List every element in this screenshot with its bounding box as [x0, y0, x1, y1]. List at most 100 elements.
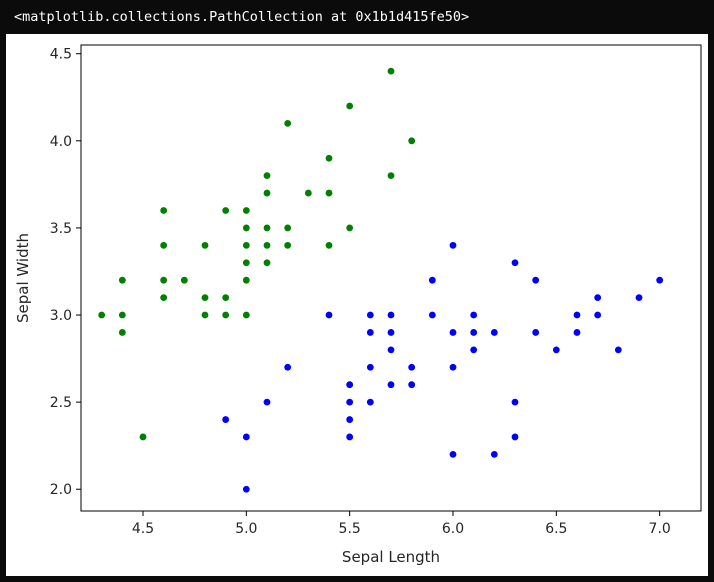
series-1-point-6 [346, 381, 354, 389]
series-0-point-31 [325, 154, 333, 162]
series-1-point-17 [387, 381, 395, 389]
y-tick-label: 3.5 [50, 221, 72, 237]
series-1-point-27 [470, 329, 478, 336]
x-tick-label: 5.5 [339, 521, 361, 537]
series-0-point-2 [118, 311, 126, 319]
series-0-point-25 [263, 241, 271, 249]
series-0-point-7 [160, 276, 168, 284]
series-0-point-6 [160, 241, 168, 249]
axes-layer: 4.5 5.0 5.5 6.0 6.5 7.0 2.0 2.5 3.0 3.5 4.0 4.5 Sepa… [14, 44, 702, 566]
series-1-point-28 [470, 346, 478, 354]
series-0-point-12 [201, 311, 209, 319]
x-axis-title: Sepal Length [342, 548, 440, 566]
series-0-point-15 [222, 311, 230, 319]
series-0-point-23 [263, 189, 271, 197]
series-1-point-24 [449, 363, 457, 371]
series-1-point-34 [532, 276, 540, 284]
series-0-point-32 [325, 189, 333, 197]
series-1-point-3 [263, 398, 271, 406]
series-1-point-39 [594, 294, 602, 301]
series-0-point-29 [284, 241, 292, 249]
series-0-point-9 [180, 276, 188, 284]
series-0-point-3 [118, 329, 126, 336]
series-1-point-4 [284, 363, 292, 371]
series-1-point-29 [490, 329, 498, 336]
series-0-point-21 [242, 311, 250, 319]
series-1-point-13 [366, 398, 374, 406]
series-1-point-20 [428, 276, 436, 284]
x-tick-label: 4.5 [132, 521, 154, 537]
y-tick-label: 2.0 [50, 482, 72, 498]
marks-layer [98, 67, 664, 493]
series-1-point-30 [490, 450, 498, 458]
series-1-point-11 [366, 329, 374, 336]
series-1-point-22 [449, 241, 457, 249]
series-0-point-30 [304, 189, 312, 197]
series-1-point-36 [552, 346, 560, 354]
series-0-point-24 [263, 224, 271, 232]
series-0-point-8 [160, 294, 168, 301]
series-0-point-0 [98, 311, 106, 319]
series-1-point-26 [470, 311, 478, 319]
series-1-point-21 [428, 311, 436, 319]
series-0-point-4 [139, 433, 147, 441]
scatter-chart: 4.5 5.0 5.5 6.0 6.5 7.0 2.0 2.5 3.0 3.5 4.0 4.5 Sepa… [14, 44, 702, 566]
y-tick-label: 4.0 [50, 134, 72, 150]
series-0-point-38 [408, 137, 416, 145]
y-axis-title: Sepal Width [14, 233, 32, 323]
series-0-point-20 [242, 276, 250, 284]
series-0-point-37 [387, 172, 395, 180]
series-1-point-1 [242, 433, 250, 441]
series-1-point-18 [408, 363, 416, 371]
series-0-point-14 [222, 294, 230, 301]
series-0-point-5 [160, 207, 168, 214]
series-1-point-43 [656, 276, 664, 284]
series-0-point-22 [263, 172, 271, 180]
series-0-point-35 [346, 224, 354, 232]
series-0-point-18 [242, 241, 250, 249]
y-tick-label: 4.5 [50, 47, 72, 63]
series-1-point-8 [346, 416, 354, 423]
plot-frame [80, 44, 702, 512]
series-1-point-23 [449, 329, 457, 336]
x-tick-label: 6.0 [442, 521, 464, 537]
series-0-point-36 [387, 67, 395, 75]
series-0-point-26 [263, 259, 271, 267]
series-1-point-37 [573, 311, 581, 319]
series-0-point-17 [242, 224, 250, 232]
output-header: <matplotlib.collections.PathCollection a… [14, 9, 470, 25]
series-0-point-1 [118, 276, 126, 284]
series-1-point-0 [222, 416, 230, 423]
plot-panel: 4.5 5.0 5.5 6.0 6.5 7.0 2.0 2.5 3.0 3.5 4.0 4.5 Sepa… [6, 34, 708, 576]
series-1-point-15 [387, 329, 395, 336]
series-1-point-42 [635, 294, 643, 301]
series-1-point-19 [408, 381, 416, 389]
series-1-point-31 [511, 259, 519, 267]
series-0-point-11 [201, 294, 209, 301]
series-1-point-16 [387, 346, 395, 354]
x-tick-label: 6.5 [545, 521, 567, 537]
y-tick-label: 3.0 [50, 308, 72, 324]
y-tick-label: 2.5 [50, 395, 72, 411]
series-1-point-5 [325, 311, 333, 319]
series-0-point-13 [222, 207, 230, 214]
series-0-point-27 [284, 119, 292, 127]
series-0-point-19 [242, 259, 250, 267]
series-0-point-34 [346, 102, 354, 110]
x-tick-label: 5.0 [235, 521, 257, 537]
x-tick-label: 7.0 [649, 521, 671, 537]
series-1-point-7 [346, 398, 354, 406]
series-1-point-2 [242, 485, 250, 493]
series-0-point-10 [201, 241, 209, 249]
series-1-point-32 [511, 398, 519, 406]
series-1-point-25 [449, 450, 457, 458]
series-1-point-38 [573, 329, 581, 336]
series-1-point-12 [366, 363, 374, 371]
series-1-point-14 [387, 311, 395, 319]
series-0-point-28 [284, 224, 292, 232]
series-1-point-41 [614, 346, 622, 354]
series-1-point-35 [532, 329, 540, 336]
series-1-point-40 [594, 311, 602, 319]
series-1-point-10 [366, 311, 374, 319]
series-0-point-16 [242, 207, 250, 214]
